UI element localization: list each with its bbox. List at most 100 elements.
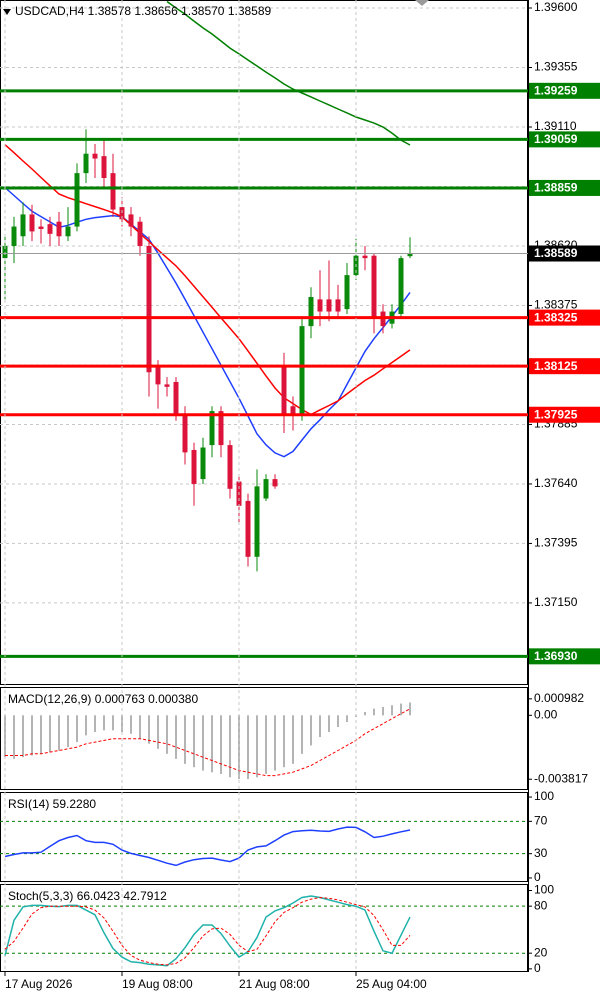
candle-body: [155, 367, 161, 385]
macd-bar: [328, 715, 330, 733]
macd-bar: [112, 715, 114, 731]
candle-body: [65, 226, 71, 237]
level-label: 1.38125: [534, 359, 578, 373]
level-label: 1.36930: [534, 649, 578, 663]
candle-body: [218, 411, 224, 446]
macd-bar: [373, 708, 375, 716]
macd-bar: [103, 715, 105, 731]
level-label-box: [528, 131, 600, 148]
candle-body: [74, 173, 80, 227]
y-tick-label: 1.37150: [534, 595, 578, 609]
candle-body: [326, 299, 332, 312]
level-label: 1.37925: [534, 407, 578, 421]
candle-body: [47, 224, 53, 234]
y-tick-label: 20: [534, 945, 548, 959]
candle-body: [11, 226, 17, 246]
macd-bar: [4, 715, 6, 758]
x-tick-label: 17 Aug 2026: [5, 977, 73, 991]
macd-bar: [301, 715, 303, 754]
candle-body: [38, 226, 44, 229]
macd-bar: [256, 715, 258, 778]
y-tick-label: 0.000982: [534, 691, 584, 705]
macd-bar: [337, 715, 339, 728]
macd-bar: [148, 715, 150, 744]
candle-body: [56, 221, 62, 237]
macd-bar: [13, 715, 15, 759]
candle-body: [344, 275, 350, 310]
x-tick-label: 25 Aug 04:00: [356, 977, 427, 991]
candle-body: [83, 153, 89, 174]
candle-body: [335, 299, 341, 312]
candle-body: [290, 406, 296, 414]
level-label-box: [528, 406, 600, 423]
chart-title: USDCAD,H4 1.38578 1.38656 1.38570 1.3858…: [15, 4, 272, 18]
candle-body: [101, 156, 107, 178]
y-tick-label: 0.00: [534, 707, 558, 721]
candle-body: [92, 153, 98, 159]
candle-body: [407, 253, 413, 257]
candle-body: [173, 381, 179, 416]
candle-body: [362, 255, 368, 259]
y-tick-label: 0: [534, 961, 541, 975]
macd-bar: [85, 715, 87, 736]
level-label-box: [528, 358, 600, 375]
candle-body: [227, 445, 233, 489]
macd-bar: [319, 715, 321, 738]
candle-body: [272, 479, 278, 487]
macd-bar: [130, 715, 132, 734]
y-tick-label: 1.39600: [534, 0, 578, 14]
current-price-label: 1.38589: [534, 246, 578, 260]
macd-bar: [211, 715, 213, 773]
y-tick-label: -0.003817: [534, 771, 588, 785]
candle-body: [146, 245, 152, 373]
indicator-line: [4, 895, 411, 967]
candle-body: [317, 299, 323, 312]
y-tick-label: 100: [534, 789, 554, 803]
x-tick-label: 19 Aug 08:00: [122, 977, 193, 991]
macd-bar: [220, 715, 222, 774]
candle-body: [20, 214, 26, 237]
macd-bar: [364, 711, 366, 716]
candle-body: [164, 384, 170, 387]
candle-body: [308, 296, 314, 327]
candle-body: [398, 258, 404, 314]
moving-average: [4, 144, 411, 416]
macd-bar: [238, 715, 240, 779]
y-tick-label: 1.39355: [534, 60, 578, 74]
macd-bar: [184, 715, 186, 764]
macd-bar: [310, 715, 312, 746]
level-label-box: [528, 82, 600, 99]
macd-bar: [292, 715, 294, 764]
candle-body: [128, 214, 134, 227]
macd-bar: [229, 715, 231, 778]
y-tick-label: 100: [534, 883, 554, 897]
candle-body: [299, 326, 305, 414]
macd-bar: [283, 715, 285, 768]
indicator-line: [4, 896, 411, 966]
indicator-line: [4, 826, 411, 867]
candle-body: [263, 479, 269, 499]
macd-bar: [67, 715, 69, 748]
main-panel-frame: [0, 0, 528, 685]
y-tick-label: 1.37640: [534, 476, 578, 490]
macd-bar: [94, 715, 96, 733]
panel-title: Stoch(5,3,3) 66.0423 42.7912: [8, 889, 167, 903]
macd-bar: [139, 715, 141, 739]
y-tick-label: 1.39110: [534, 119, 577, 133]
candle-body: [245, 500, 251, 557]
moving-average: [4, 186, 411, 458]
level-label: 1.39259: [534, 83, 578, 97]
scroll-marker: [415, 0, 429, 6]
macd-bar: [76, 715, 78, 743]
macd-bar: [22, 715, 24, 758]
macd-bar: [247, 715, 249, 779]
candle-body: [182, 413, 188, 453]
moving-average: [166, 0, 411, 146]
macd-bar: [166, 715, 168, 754]
candle-body: [254, 486, 260, 557]
level-label: 1.38325: [534, 310, 578, 324]
level-label-box: [528, 179, 600, 196]
candle-body: [281, 367, 287, 416]
